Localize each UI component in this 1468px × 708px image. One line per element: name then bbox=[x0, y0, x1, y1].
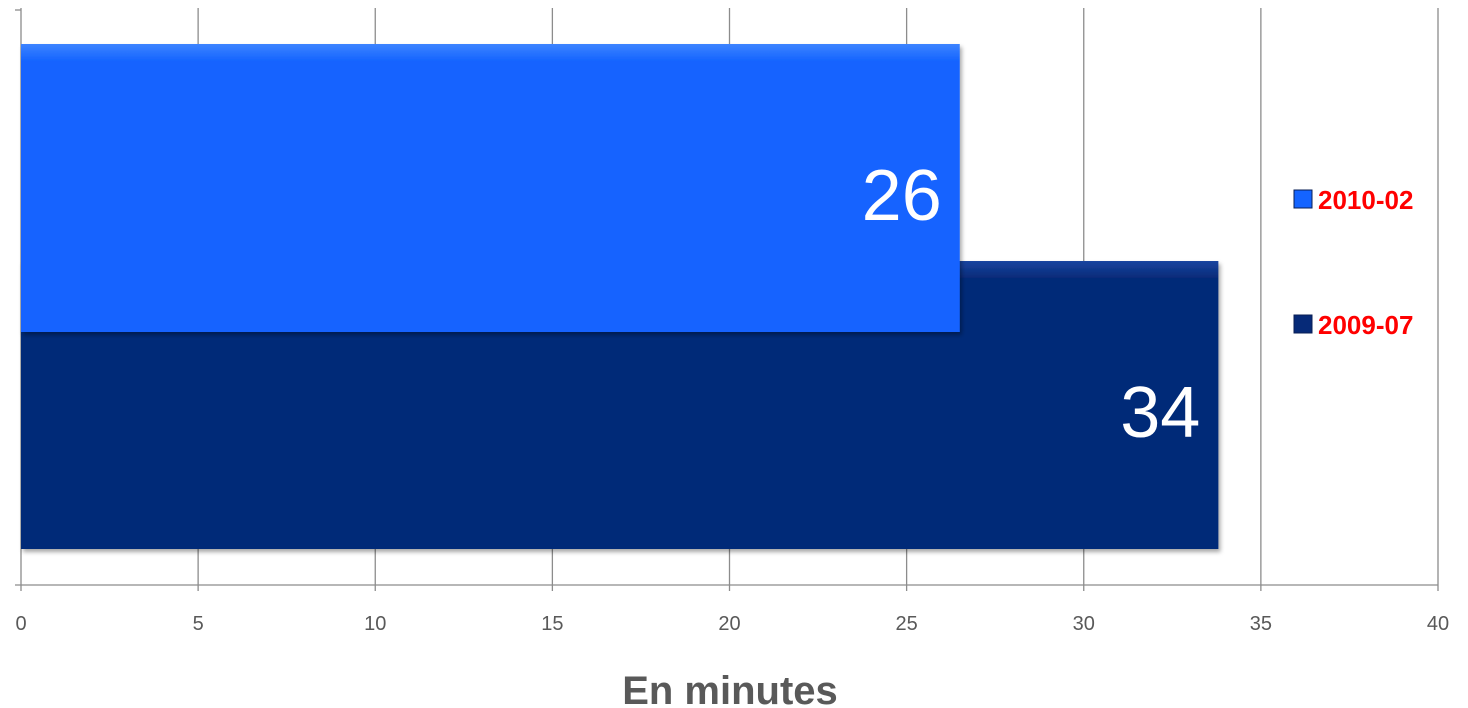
legend-label-2009-07: 2009-07 bbox=[1318, 310, 1413, 340]
data-label-2010-02: 26 bbox=[862, 156, 942, 236]
x-tick-label: 5 bbox=[193, 613, 204, 635]
x-axis-title: En minutes bbox=[622, 669, 838, 708]
legend-swatch-2010-02 bbox=[1293, 189, 1313, 209]
x-tick-label: 10 bbox=[364, 613, 386, 635]
legend: 2010-02 2009-07 bbox=[1293, 185, 1413, 340]
x-tick-label: 15 bbox=[541, 613, 563, 635]
x-tick-label: 20 bbox=[718, 613, 740, 635]
x-tick-label: 25 bbox=[896, 613, 918, 635]
x-axis: 0 5 10 15 20 25 30 35 40 bbox=[15, 9, 1449, 635]
x-tick-label: 30 bbox=[1073, 613, 1095, 635]
bars: 26 34 bbox=[21, 44, 1219, 549]
bar-2010-02 bbox=[21, 44, 960, 332]
legend-swatch-2009-07 bbox=[1293, 314, 1313, 334]
legend-label-2010-02: 2010-02 bbox=[1318, 185, 1413, 215]
data-label-2009-07: 34 bbox=[1120, 373, 1200, 453]
x-tick-label: 40 bbox=[1427, 613, 1449, 635]
x-tick-label: 35 bbox=[1250, 613, 1272, 635]
x-tick-label: 0 bbox=[15, 613, 26, 635]
